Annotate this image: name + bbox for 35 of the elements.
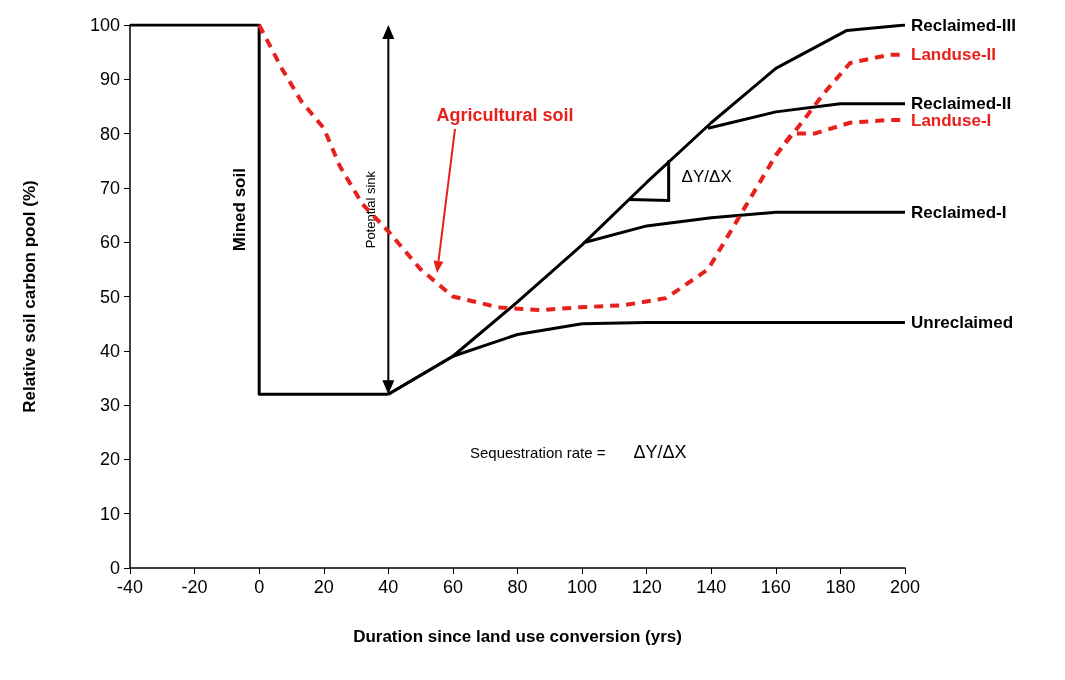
y-axis-title: Relative soil carbon pool (%): [20, 180, 39, 413]
series-label: Unreclaimed: [911, 313, 1014, 333]
y-tick-label: 0: [109, 558, 120, 578]
y-tick-label: 90: [99, 69, 120, 90]
series-label: Landuse-II: [911, 45, 997, 65]
annotation: Agricultural soil: [436, 105, 574, 125]
x-tick-label: 200: [889, 577, 921, 597]
x-tick-label: -20: [181, 577, 208, 597]
y-tick-label: 60: [99, 232, 120, 253]
x-tick-label: 140: [696, 577, 727, 597]
x-tick-label: 60: [442, 577, 463, 597]
text: Sequestration rate = ΔY/ΔX: [470, 442, 687, 462]
y-tick-label: 100: [89, 15, 120, 35]
annotation: ΔY/ΔX: [681, 166, 732, 186]
x-tick-label: -40: [116, 577, 144, 597]
x-axis-title: Duration since land use conversion (yrs): [353, 627, 682, 646]
y-tick-label: 70: [99, 177, 120, 198]
x-tick-label: 0: [254, 577, 265, 597]
series-label: Reclaimed-III: [911, 15, 1016, 35]
y-tick-label: 10: [99, 503, 120, 524]
y-tick-label: 80: [99, 123, 120, 144]
y-tick-label: 20: [99, 449, 120, 470]
x-tick-label: 80: [507, 577, 528, 597]
text: Mined soil: [229, 168, 249, 252]
annotation: Potential sink: [362, 170, 378, 249]
x-tick-label: 100: [567, 577, 598, 597]
y-tick-label: 30: [99, 395, 120, 416]
series-label: Reclaimed-I: [911, 202, 1007, 222]
y-tick-label: 40: [99, 340, 120, 361]
x-tick-label: 120: [631, 577, 662, 597]
y-tick-label: 50: [99, 286, 120, 307]
x-tick-label: 40: [378, 577, 399, 597]
x-tick-label: 180: [825, 577, 856, 597]
x-tick-label: 160: [760, 577, 791, 597]
x-tick-label: 20: [313, 577, 334, 597]
